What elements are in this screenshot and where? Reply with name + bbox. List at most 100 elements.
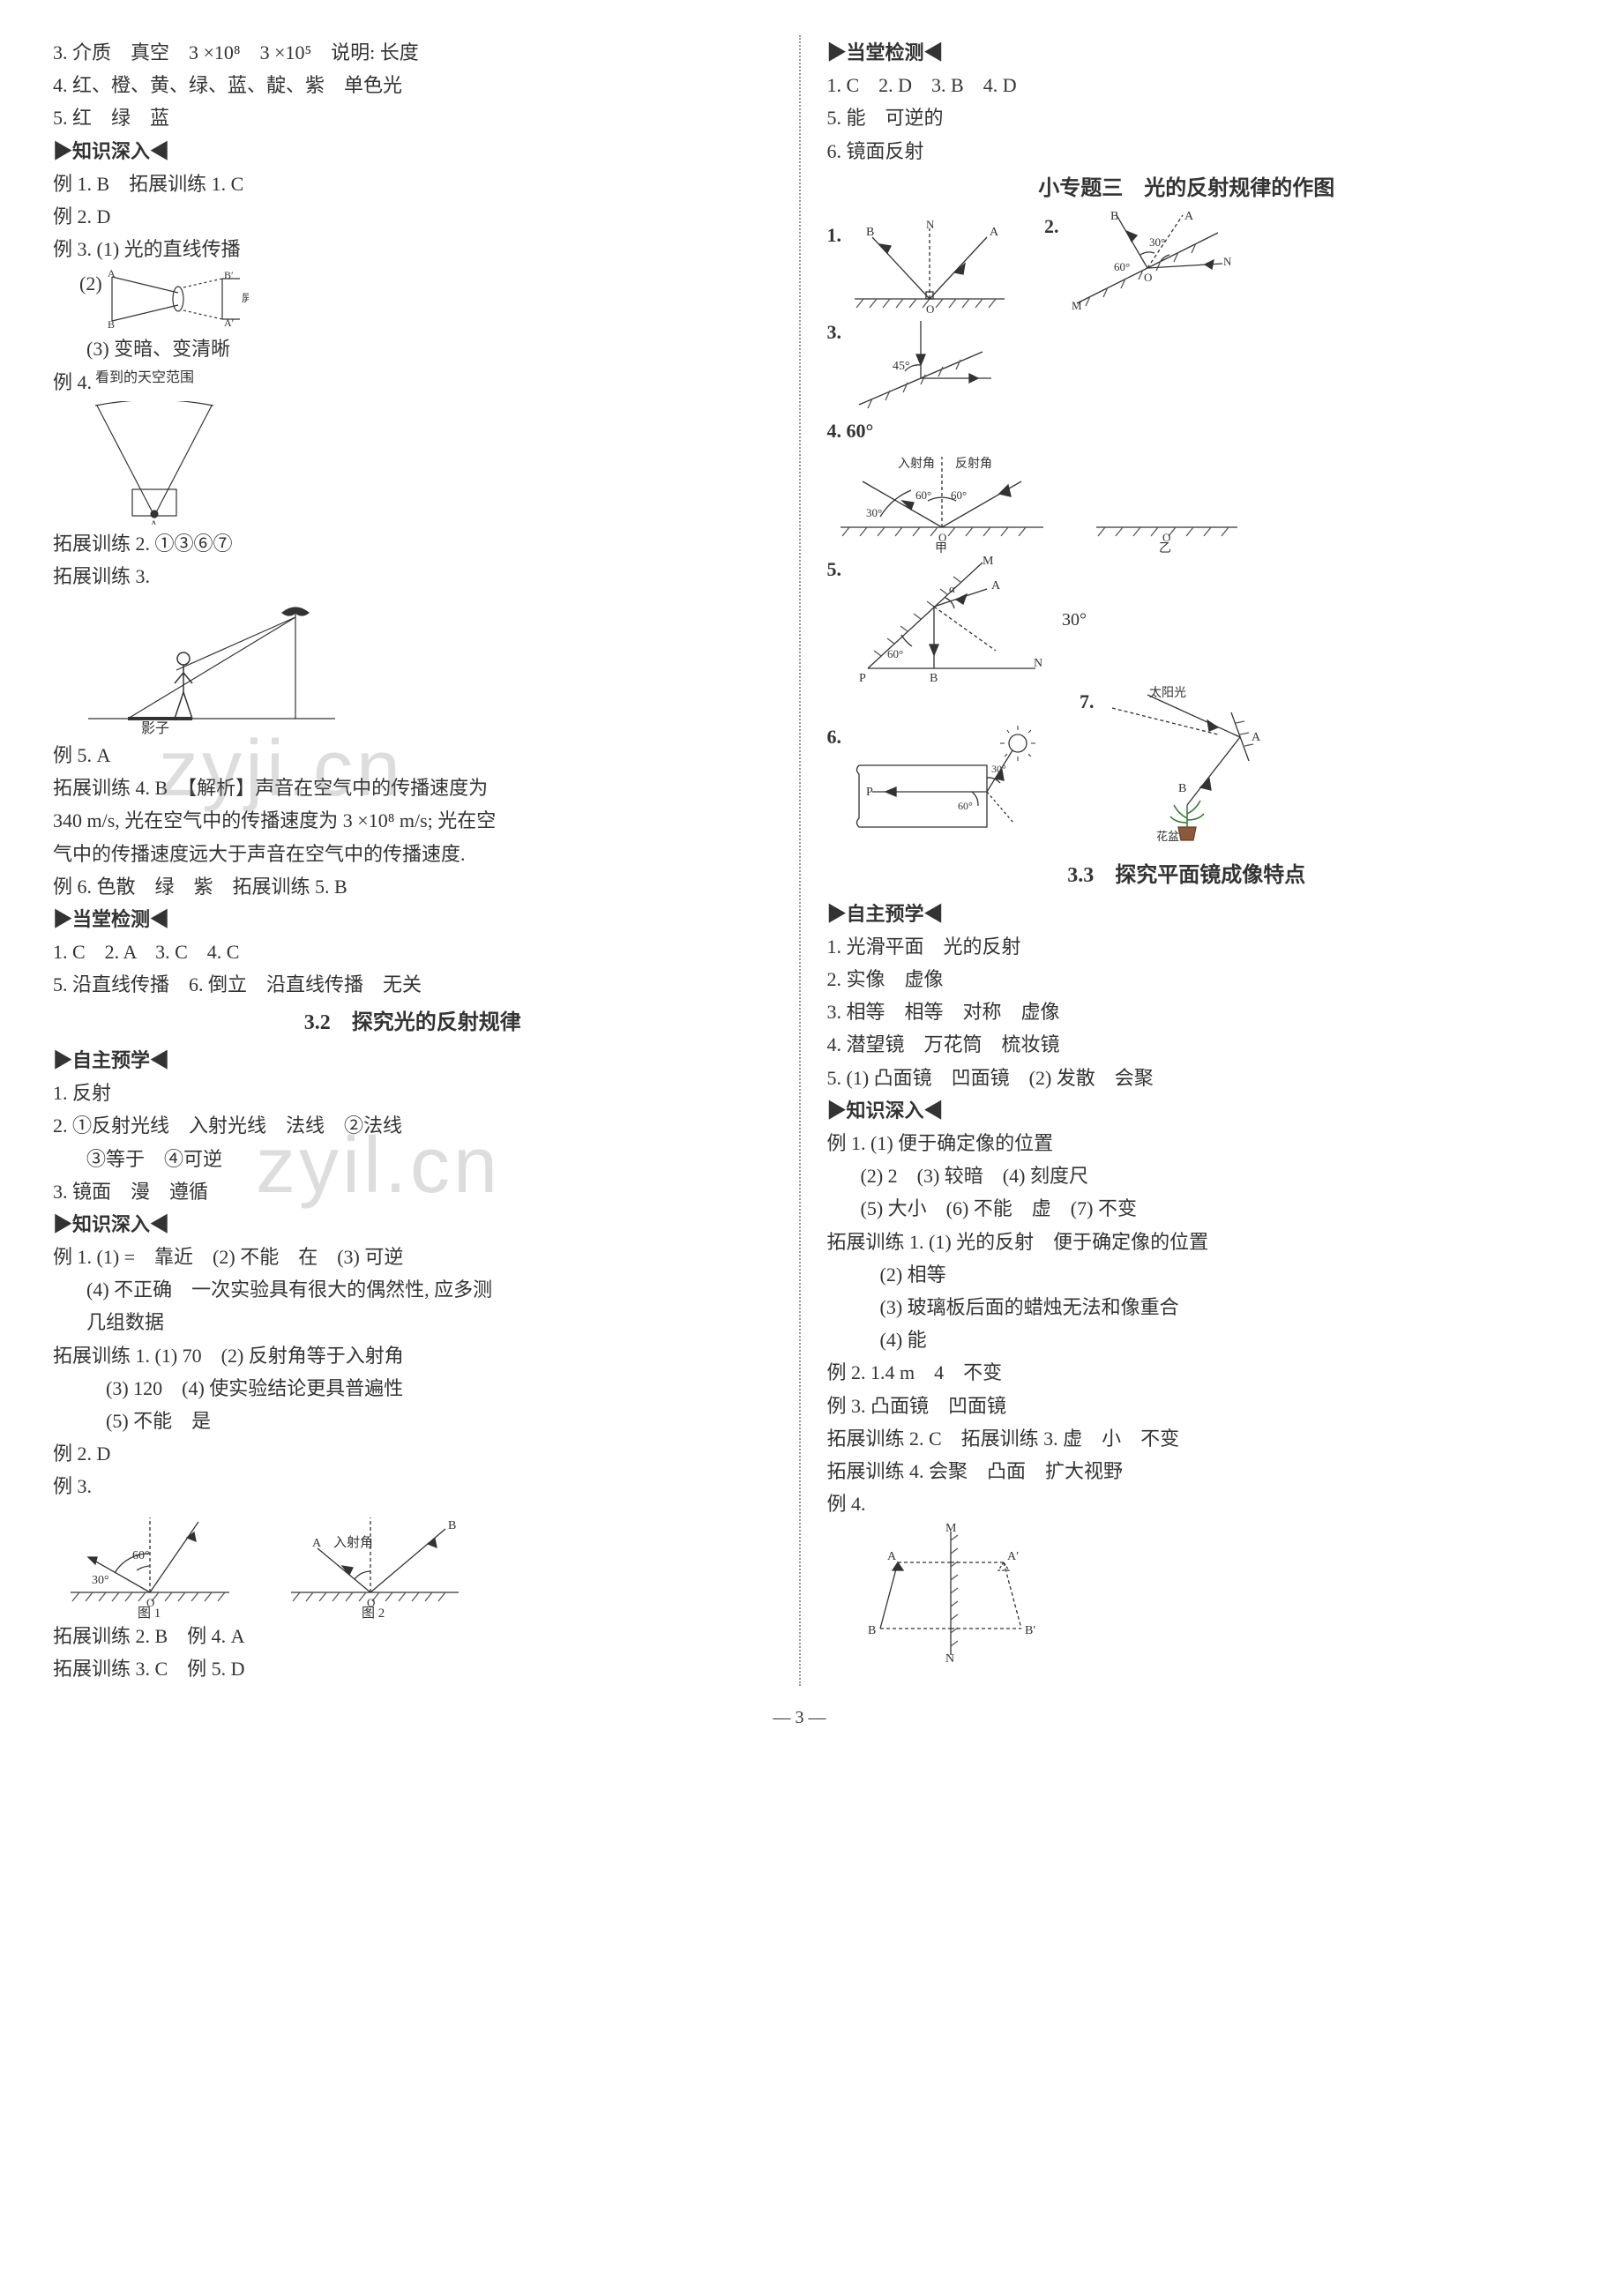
label: 60°	[1114, 260, 1130, 273]
heading-zizhu: ▶自主预学◀	[827, 898, 1547, 929]
figs-row-1-2: 1.	[827, 211, 1547, 317]
text-line: (5) 大小 (6) 不能 虚 (7) 不变	[827, 1193, 1547, 1224]
figure-q6: P 30° 60°	[841, 721, 1053, 854]
text-line: 5. 红 绿 蓝	[53, 102, 773, 133]
label: P	[859, 672, 866, 685]
angle-label: 60°	[132, 1549, 150, 1562]
label: 入射角	[898, 457, 935, 471]
text-line: 6. 镜面反射	[827, 136, 1547, 167]
section-title-32: 3.2 探究光的反射规律	[53, 1006, 773, 1040]
text-line: 例 3.	[53, 1471, 773, 1502]
text-line: 拓展训练 2. ①③⑥⑦	[53, 528, 773, 559]
figs-row-6-7: 6.	[827, 686, 1547, 854]
diagram-aperture: A B B′ A′ 屏	[108, 268, 249, 330]
point-label: B	[448, 1519, 456, 1532]
label: B	[1178, 782, 1186, 795]
text-line: 例 6. 色散 绿 紫 拓展训练 5. B	[53, 871, 773, 902]
label: 反射角	[955, 457, 992, 471]
text-line: (2) 2 (3) 较暗 (4) 刻度尺	[827, 1160, 1547, 1191]
label: O	[926, 302, 934, 316]
text-line: (2) 相等	[827, 1259, 1547, 1290]
text-line: 拓展训练 2. C 拓展训练 3. 虚 小 不变	[827, 1423, 1547, 1454]
text-line: 4. 潜望镜 万花筒 梳妆镜	[827, 1029, 1547, 1060]
shadow-label: 影子	[141, 720, 169, 736]
text-line: 拓展训练 3. C 例 5. D	[53, 1653, 773, 1684]
heading-dangtang: ▶当堂检测◀	[53, 904, 773, 935]
text-line: (4) 不正确 一次实验具有很大的偶然性, 应多测	[53, 1274, 773, 1305]
figure-q2: B A N M O 30° 60°	[1059, 211, 1244, 317]
heading-zhishi: ▶知识深入◀	[53, 1209, 773, 1240]
caption: 看到的天空范围	[95, 367, 194, 398]
column-divider	[799, 35, 801, 1686]
text-line: 3. 介质 真空 3 ×10⁸ 3 ×10⁵ 说明: 长度	[53, 37, 773, 68]
text-line: 5. 沿直线传播 6. 倒立 沿直线传播 无关	[53, 969, 773, 1000]
text-line: 4. 红、橙、黄、绿、蓝、靛、紫 单色光	[53, 70, 773, 101]
text-line: 几组数据	[53, 1307, 773, 1338]
fig-q5-wrap: 5.	[827, 554, 1547, 686]
svg-text:屏: 屏	[242, 292, 249, 304]
answer: 30°	[1062, 606, 1087, 634]
text-line: 例 1. B 拓展训练 1. C	[53, 168, 773, 199]
text-line: 例 4. 看到的天空范围	[53, 367, 773, 398]
angle-label: 30°	[92, 1574, 109, 1587]
text-line: 拓展训练 4. 会聚 凸面 扩大视野	[827, 1456, 1547, 1487]
label: 入射角	[333, 1535, 373, 1550]
label: 30°	[866, 506, 882, 519]
figure-q4a: 入射角 反射角 60° 60° 30° O 甲	[827, 448, 1057, 554]
label: 30°	[991, 763, 1006, 775]
label: B′	[1025, 1624, 1035, 1637]
text-line: 3. 镜面 漫 遵循	[53, 1176, 773, 1207]
svg-text:B: B	[108, 318, 115, 330]
text-line: 例 2. 1.4 m 4 不变	[827, 1357, 1547, 1388]
label: M	[945, 1523, 957, 1535]
figure-tu2: 入射角 A B O 图 2	[273, 1504, 476, 1619]
point-label: A	[312, 1537, 322, 1550]
label: M	[1072, 299, 1082, 312]
label: 花盆	[1156, 830, 1179, 843]
text-line: 1. 反射	[53, 1077, 773, 1108]
label: α	[949, 582, 955, 595]
text-line: 例 2. D	[53, 201, 773, 232]
label: (2)	[79, 268, 102, 299]
figure-ex4-sky: A	[79, 401, 773, 525]
figure-caption: 图 2	[362, 1606, 385, 1619]
label: 30°	[1149, 235, 1165, 249]
label: N	[945, 1652, 954, 1664]
text-line: 340 m/s, 光在空气中的传播速度为 3 ×10⁸ m/s; 光在空	[53, 805, 773, 836]
heading-zhishi: ▶知识深入◀	[827, 1095, 1547, 1126]
label: 例 4.	[53, 367, 92, 398]
label: M	[983, 555, 994, 568]
figure-q1: B N A O	[841, 220, 1018, 317]
text-line: 2. ①反射光线 入射光线 法线 ②法线	[53, 1110, 773, 1141]
text-line: 1. 光滑平面 光的反射	[827, 931, 1547, 962]
label: A′	[1007, 1550, 1019, 1563]
label: 乙	[1159, 541, 1171, 554]
text-line: 5. (1) 凸面镜 凹面镜 (2) 发散 会聚	[827, 1062, 1547, 1093]
q-num: 3.	[827, 317, 842, 347]
text-line: 例 5. A	[53, 740, 773, 771]
text-line: 3. 相等 相等 对称 虚像	[827, 996, 1547, 1027]
label: B	[930, 672, 938, 685]
label: A	[990, 226, 999, 239]
text-line: 拓展训练 1. (1) 光的反射 便于确定像的位置	[827, 1226, 1547, 1257]
text-line: 1. C 2. D 3. B 4. D	[827, 70, 1547, 101]
q-num: 5.	[827, 554, 842, 585]
text-line: 例 3. (1) 光的直线传播	[53, 234, 773, 265]
label: N	[1223, 255, 1232, 268]
figure-q3: 45°	[841, 317, 1018, 414]
label: 60°	[915, 488, 931, 502]
text-line: 拓展训练 1. (1) 70 (2) 反射角等于入射角	[53, 1340, 773, 1371]
label: A	[991, 579, 1001, 593]
left-column: 3. 介质 真空 3 ×10⁸ 3 ×10⁵ 说明: 长度 4. 红、橙、黄、绿…	[53, 35, 773, 1686]
label: B	[868, 1624, 876, 1637]
figure-row-ex3: 30° 60° O 图 1	[53, 1504, 773, 1619]
figure-q7: 太阳光 A B 花盆	[1095, 686, 1289, 854]
page-columns: zyji.cn zyil.cn 3. 介质 真空 3 ×10⁸ 3 ×10⁵ 说…	[53, 35, 1546, 1686]
figure-caption: 图 1	[138, 1606, 161, 1619]
label: 甲	[935, 542, 947, 554]
figure-q4b: O 乙	[1083, 457, 1251, 554]
text-line: 例 3. 凸面镜 凹面镜	[827, 1390, 1547, 1421]
figure-shadow: 影子	[79, 595, 773, 736]
text-line: (3) 120 (4) 使实验结论更具普遍性	[53, 1373, 773, 1404]
text-line: 拓展训练 2. B 例 4. A	[53, 1621, 773, 1651]
